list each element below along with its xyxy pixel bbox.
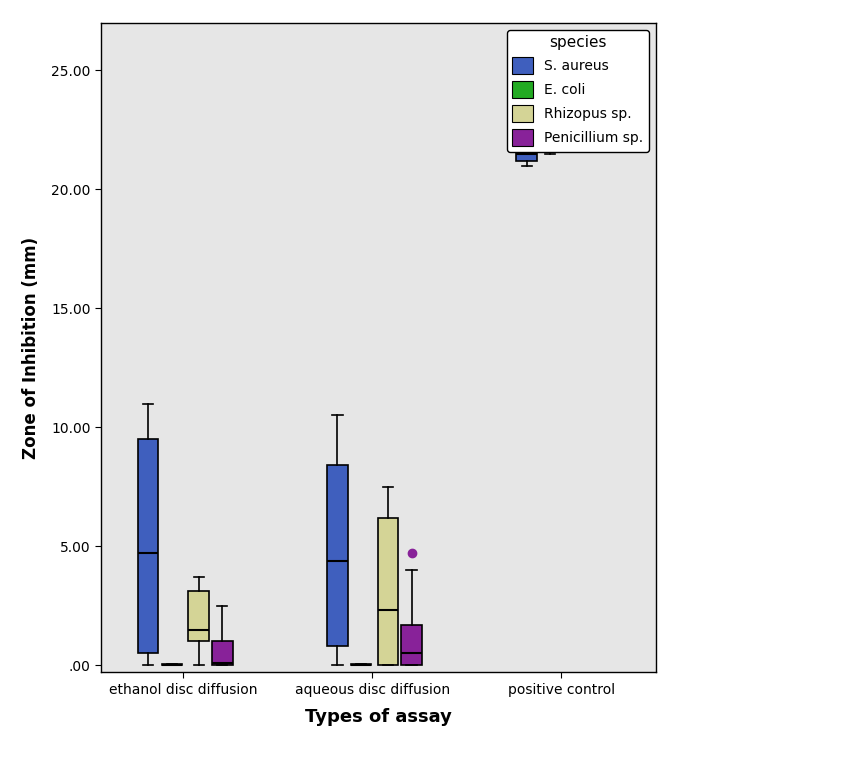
PathPatch shape <box>378 518 398 665</box>
PathPatch shape <box>161 664 182 665</box>
PathPatch shape <box>212 642 233 665</box>
PathPatch shape <box>401 625 422 665</box>
PathPatch shape <box>516 147 537 161</box>
PathPatch shape <box>567 102 587 118</box>
PathPatch shape <box>540 142 561 149</box>
X-axis label: Types of assay: Types of assay <box>305 708 452 726</box>
PathPatch shape <box>590 105 611 115</box>
Legend: S. aureus, E. coli, Rhizopus sp., Penicillium sp.: S. aureus, E. coli, Rhizopus sp., Penici… <box>507 30 649 151</box>
Y-axis label: Zone of Inhibition (mm): Zone of Inhibition (mm) <box>22 237 40 458</box>
PathPatch shape <box>327 465 347 646</box>
PathPatch shape <box>351 664 372 665</box>
PathPatch shape <box>188 591 209 642</box>
PathPatch shape <box>138 439 158 653</box>
